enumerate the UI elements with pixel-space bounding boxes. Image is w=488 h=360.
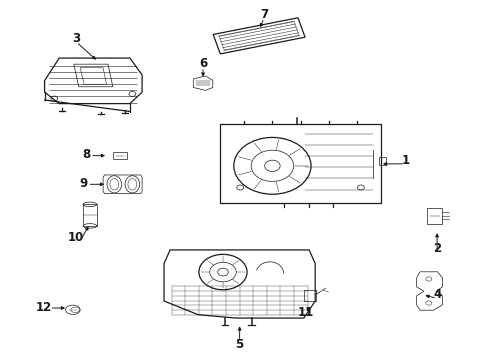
Text: 12: 12 <box>36 301 52 314</box>
Bar <box>379 157 385 166</box>
Text: 9: 9 <box>80 177 87 190</box>
Text: 5: 5 <box>235 338 243 351</box>
Text: 7: 7 <box>260 8 267 21</box>
Text: 2: 2 <box>432 242 440 255</box>
Text: 4: 4 <box>432 288 440 301</box>
Text: 11: 11 <box>297 306 313 319</box>
Bar <box>220 125 380 203</box>
Bar <box>83 204 97 226</box>
Text: 10: 10 <box>68 231 84 244</box>
Text: 1: 1 <box>401 154 408 167</box>
Text: 8: 8 <box>81 148 90 161</box>
Text: 6: 6 <box>199 57 207 70</box>
Text: 3: 3 <box>72 32 80 45</box>
